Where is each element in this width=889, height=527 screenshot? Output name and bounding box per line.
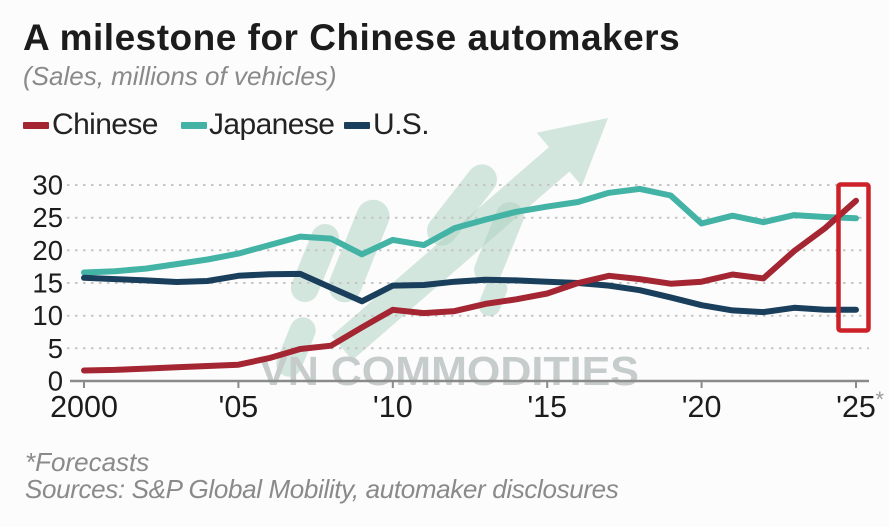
svg-text:5: 5 <box>48 333 63 364</box>
svg-text:0: 0 <box>48 366 63 397</box>
svg-text:'15: '15 <box>527 390 567 424</box>
svg-text:20: 20 <box>32 235 63 266</box>
svg-text:'25: '25 <box>836 390 876 424</box>
svg-text:'20: '20 <box>682 390 722 424</box>
svg-text:'10: '10 <box>373 390 413 424</box>
svg-text:VN COMMODITIES: VN COMMODITIES <box>259 348 639 394</box>
svg-text:2000: 2000 <box>50 390 118 424</box>
svg-text:25: 25 <box>32 202 63 233</box>
svg-text:15: 15 <box>32 268 63 299</box>
svg-text:10: 10 <box>32 300 63 331</box>
svg-text:'05: '05 <box>219 390 259 424</box>
svg-text:30: 30 <box>32 170 63 201</box>
svg-text:*: * <box>876 387 885 412</box>
